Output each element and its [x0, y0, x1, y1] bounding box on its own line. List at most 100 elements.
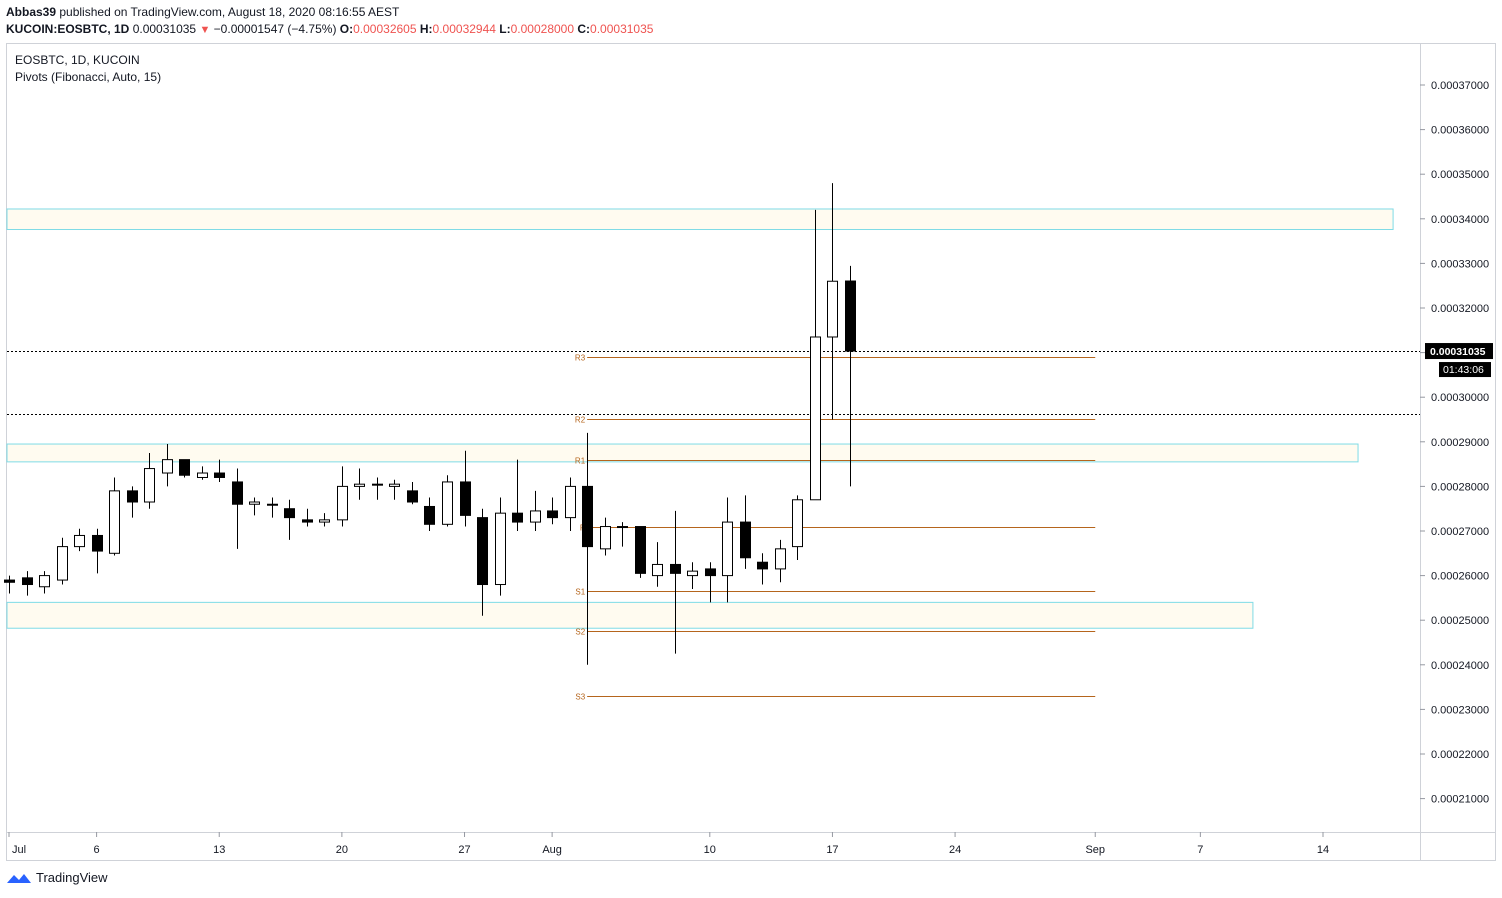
candle: [582, 432, 593, 665]
time-tick-label: Jul: [12, 844, 26, 856]
candle-body: [337, 485, 348, 521]
candle: [442, 475, 453, 527]
candle: [617, 522, 628, 547]
brand-name: TradingView: [36, 870, 108, 885]
countdown-badge: [1439, 362, 1491, 378]
candle-body: [652, 563, 663, 577]
reference-lines-layer: [7, 351, 1420, 415]
open-value: 0.00032605: [353, 22, 417, 36]
candle: [319, 513, 330, 527]
legend-symbol: EOSBTC, 1D, KUCOIN: [15, 53, 140, 67]
candle-body: [740, 521, 751, 559]
candle-body: [127, 490, 138, 503]
candle: [337, 466, 348, 527]
candle-body: [582, 485, 593, 548]
low-value: 0.00028000: [510, 22, 575, 36]
price-tick-label: 0.00022000: [1431, 749, 1489, 761]
price-tick-label: 0.00028000: [1431, 481, 1489, 493]
candle-body: [827, 280, 838, 338]
candle-body: [162, 459, 173, 474]
candle: [722, 497, 733, 603]
high-value: 0.00032944: [432, 22, 496, 36]
candle-body: [22, 577, 33, 586]
time-tick-label: 7: [1197, 844, 1203, 856]
low-label: L:: [499, 22, 511, 36]
candle: [845, 265, 856, 487]
candle-body: [512, 512, 523, 523]
candle: [144, 452, 155, 509]
candle-body: [442, 481, 453, 525]
time-tick-label: 27: [458, 844, 470, 856]
last-price-badge: [1425, 343, 1493, 360]
last-price-badge-text: 0.00031035: [1430, 346, 1486, 358]
time-tick-label: 17: [826, 844, 838, 856]
price-tick-label: 0.00034000: [1431, 214, 1489, 226]
legend-indicator: Pivots (Fibonacci, Auto, 15): [15, 70, 161, 84]
publish-info: Abbas39 published on TradingView.com, Au…: [6, 5, 399, 19]
pivot-label-r1: R1: [575, 457, 586, 466]
zone-box-2: [6, 443, 1359, 463]
candle-body: [547, 510, 558, 519]
down-arrow-icon: ▼: [199, 24, 211, 36]
pivot-label-r2: R2: [575, 416, 586, 425]
author-name[interactable]: Abbas39: [6, 5, 57, 19]
open-label: O:: [339, 22, 354, 36]
candle-body: [810, 336, 821, 501]
zone-box-3: [6, 601, 1254, 629]
candle-body: [372, 483, 383, 486]
candle-body: [179, 459, 190, 476]
candle-body: [635, 526, 646, 574]
candle: [600, 517, 611, 556]
candle-body: [214, 472, 225, 478]
candle: [740, 495, 751, 569]
close-value: 0.00031035: [590, 22, 654, 36]
candle: [810, 209, 821, 501]
tradingview-brand[interactable]: TradingView: [6, 870, 108, 885]
price-change: −0.00001547 (−4.75%): [213, 22, 337, 36]
candle-body: [302, 519, 313, 523]
candles-layer: [4, 183, 856, 665]
candle: [512, 459, 523, 531]
tradingview-logo-icon: [7, 873, 31, 883]
candle: [652, 542, 663, 587]
candle-body: [530, 510, 541, 523]
candle-body: [389, 483, 400, 487]
pivot-label-r3: R3: [575, 354, 586, 363]
time-axis: Jul 6 13 20 27 Aug 10 17 24 Sep 7 14: [8, 832, 1329, 856]
candle: [127, 486, 138, 518]
last-price-labels: 0.00031035 01:43:06: [1425, 343, 1493, 378]
price-tick-label: 0.00030000: [1431, 392, 1489, 404]
candle: [407, 481, 418, 505]
price-tick-label: 0.00025000: [1431, 615, 1489, 627]
candle-body: [722, 521, 733, 577]
candle-body: [600, 526, 611, 550]
candle-body: [39, 575, 50, 588]
candle-body: [495, 512, 506, 586]
candle-body: [477, 517, 488, 586]
candle: [705, 562, 716, 603]
high-label: H:: [419, 22, 433, 36]
candle: [214, 459, 225, 482]
candle: [495, 497, 506, 596]
candle: [460, 450, 471, 527]
price-tick-label: 0.00021000: [1431, 794, 1489, 806]
price-tick-label: 0.00027000: [1431, 526, 1489, 538]
candle: [162, 444, 173, 487]
close-label: C:: [577, 22, 591, 36]
countdown-badge-text: 01:43:06: [1443, 364, 1484, 376]
publish-text: published on TradingView.com, August 18,…: [56, 5, 400, 19]
candle: [565, 477, 576, 531]
price-tick-label: 0.00032000: [1431, 303, 1489, 315]
pivot-label-s2: S2: [575, 628, 585, 637]
time-tick-label: 14: [1317, 844, 1329, 856]
last-price: 0.00031035: [132, 22, 197, 36]
time-tick-label: 20: [336, 844, 348, 856]
candle-body: [319, 519, 330, 523]
candle: [109, 477, 120, 556]
candle: [232, 468, 243, 549]
ohlc-header: KUCOIN:EOSBTC, 1D 0.00031035 ▼ −0.000015…: [6, 22, 653, 36]
price-tick-label: 0.00024000: [1431, 660, 1489, 672]
pivot-label-s3: S3: [575, 693, 585, 702]
candle: [389, 479, 400, 500]
